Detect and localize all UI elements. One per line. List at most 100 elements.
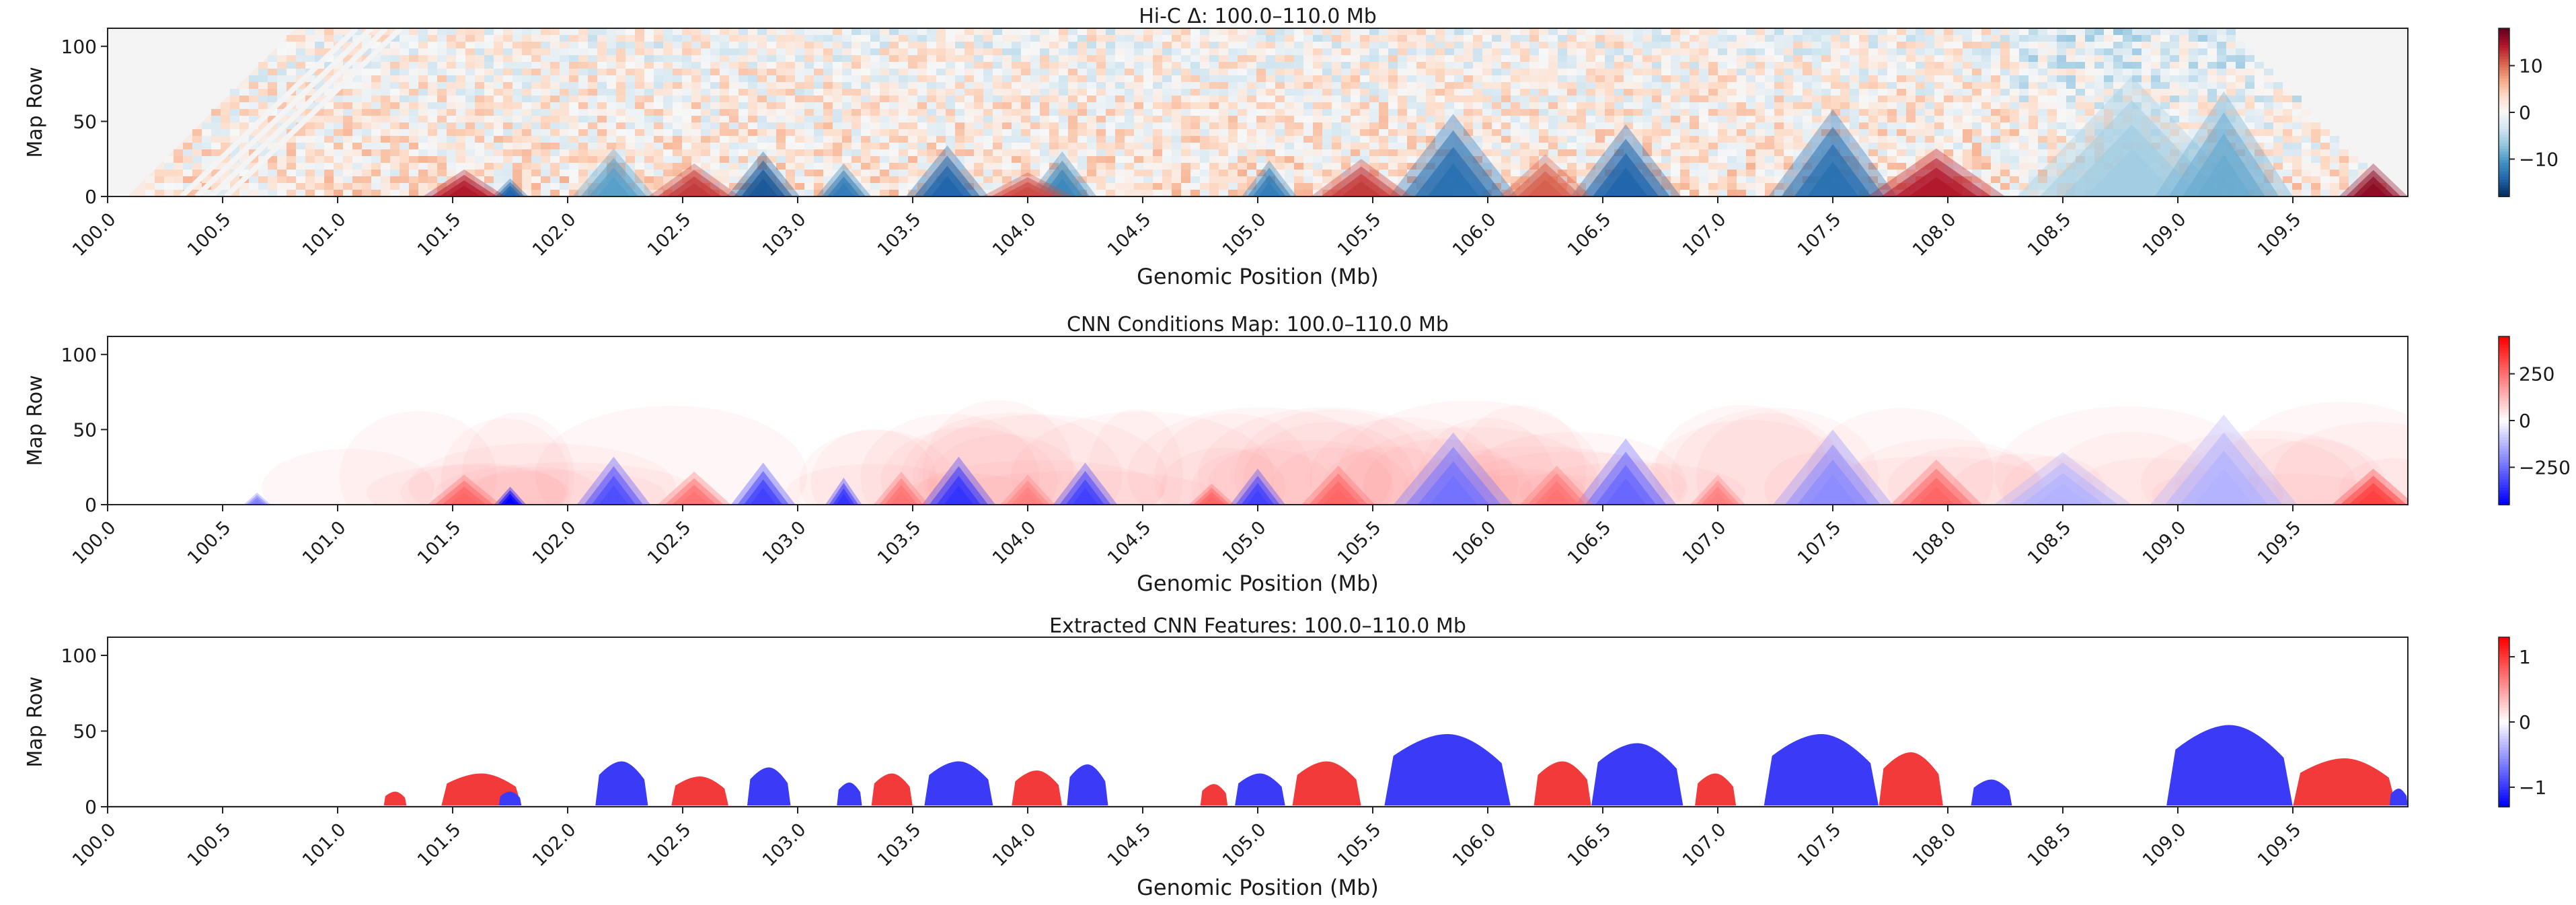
heatmap-cell	[1360, 156, 1369, 163]
heatmap-cell	[2010, 136, 2019, 143]
heatmap-cell	[2094, 42, 2104, 48]
heatmap-cell	[1953, 149, 1963, 156]
heatmap-cell	[1793, 156, 1803, 163]
heatmap-cell	[2010, 143, 2019, 149]
heatmap-cell	[1369, 163, 1379, 170]
heatmap-cell	[1953, 89, 1963, 96]
heatmap-cell	[418, 102, 428, 109]
heatmap-cell	[1002, 28, 1012, 35]
heatmap-cell	[691, 42, 701, 48]
heatmap-cell	[1577, 116, 1586, 122]
heatmap-cell	[1784, 129, 1793, 136]
heatmap-cell	[1077, 35, 1087, 42]
heatmap-cell	[654, 82, 663, 89]
heatmap-cell	[1162, 28, 1172, 35]
heatmap-cell	[1200, 136, 1209, 143]
heatmap-cell	[889, 156, 899, 163]
heatmap-cell	[663, 35, 673, 42]
heatmap-cell	[795, 48, 804, 55]
heatmap-cell	[1548, 129, 1558, 136]
heatmap-cell	[691, 35, 701, 42]
heatmap-cell	[522, 35, 531, 42]
heatmap-cell	[1143, 102, 1153, 109]
heatmap-cell	[1379, 96, 1388, 102]
heatmap-cell	[1322, 116, 1332, 122]
heatmap-cell	[1737, 48, 1746, 55]
heatmap-cell	[1388, 149, 1398, 156]
heatmap-cell	[1991, 129, 2000, 136]
heatmap-cell	[1661, 143, 1671, 149]
heatmap-cell	[381, 116, 390, 122]
heatmap-cell	[1473, 122, 1482, 129]
heatmap-cell	[1172, 89, 1181, 96]
heatmap-cell	[1529, 116, 1539, 122]
heatmap-cell	[1190, 55, 1200, 62]
heatmap-cell	[1840, 136, 1850, 143]
heatmap-cell	[400, 35, 409, 42]
heatmap-cell	[1680, 35, 1690, 42]
heatmap-cell	[1492, 129, 1501, 136]
heatmap-cell	[1266, 136, 1275, 143]
heatmap-cell	[1407, 75, 1416, 82]
heatmap-cell	[2047, 42, 2057, 48]
heatmap-cell	[1642, 28, 1652, 35]
heatmap-cell	[729, 42, 738, 48]
heatmap-cell	[1482, 149, 1492, 156]
heatmap-cell	[983, 176, 993, 183]
heatmap-cell	[2349, 156, 2358, 163]
heatmap-cell	[2179, 129, 2189, 136]
heatmap-cell	[927, 62, 936, 69]
heatmap-cell	[682, 42, 691, 48]
heatmap-cell	[1963, 62, 1972, 69]
heatmap-cell	[2142, 109, 2151, 116]
heatmap-cell	[1746, 28, 1755, 35]
heatmap-cell	[352, 75, 362, 82]
heatmap-cell	[268, 96, 277, 102]
heatmap-cell	[437, 96, 447, 102]
heatmap-cell	[1115, 116, 1125, 122]
heatmap-cell	[616, 136, 626, 143]
heatmap-cell	[964, 89, 974, 96]
heatmap-cell	[691, 143, 701, 149]
heatmap-cell	[795, 109, 804, 116]
heatmap-cell	[1416, 82, 1426, 89]
heatmap-cell	[1511, 129, 1520, 136]
heatmap-cell	[1285, 55, 1294, 62]
heatmap-cell	[738, 149, 748, 156]
heatmap-cell	[814, 176, 823, 183]
heatmap-cell	[1482, 75, 1492, 82]
heatmap-cell	[484, 55, 494, 62]
heatmap-cell	[1671, 55, 1680, 62]
heatmap-cell	[381, 82, 390, 89]
heatmap-cell	[1219, 143, 1228, 149]
heatmap-cell	[1021, 143, 1030, 149]
heatmap-cell	[1737, 62, 1746, 69]
heatmap-cell	[2010, 89, 2019, 96]
heatmap-cell	[1868, 143, 1878, 149]
heatmap-cell	[1577, 149, 1586, 156]
heatmap-cell	[1379, 42, 1388, 48]
heatmap-cell	[258, 89, 268, 96]
heatmap-cell	[334, 170, 343, 176]
heatmap-cell	[343, 163, 352, 170]
heatmap-cell	[1746, 136, 1755, 143]
heatmap-cell	[908, 28, 917, 35]
heatmap-cell	[1275, 122, 1285, 129]
heatmap-cell	[1115, 163, 1125, 170]
heatmap-cell	[1539, 75, 1548, 82]
heatmap-cell	[1614, 35, 1624, 42]
heatmap-cell	[1190, 109, 1200, 116]
heatmap-cell	[635, 69, 644, 75]
heatmap-cell	[192, 163, 202, 170]
heatmap-cell	[1595, 28, 1605, 35]
heatmap-cell	[908, 89, 917, 96]
heatmap-cell	[1407, 62, 1416, 69]
heatmap-cell	[1134, 109, 1143, 116]
heatmap-cell	[1228, 170, 1238, 176]
heatmap-cell	[541, 89, 550, 96]
heatmap-cell	[1567, 122, 1577, 129]
heatmap-cell	[682, 28, 691, 35]
heatmap-cell	[899, 170, 908, 176]
heatmap-cell	[1793, 102, 1803, 109]
heatmap-cell	[1416, 89, 1426, 96]
